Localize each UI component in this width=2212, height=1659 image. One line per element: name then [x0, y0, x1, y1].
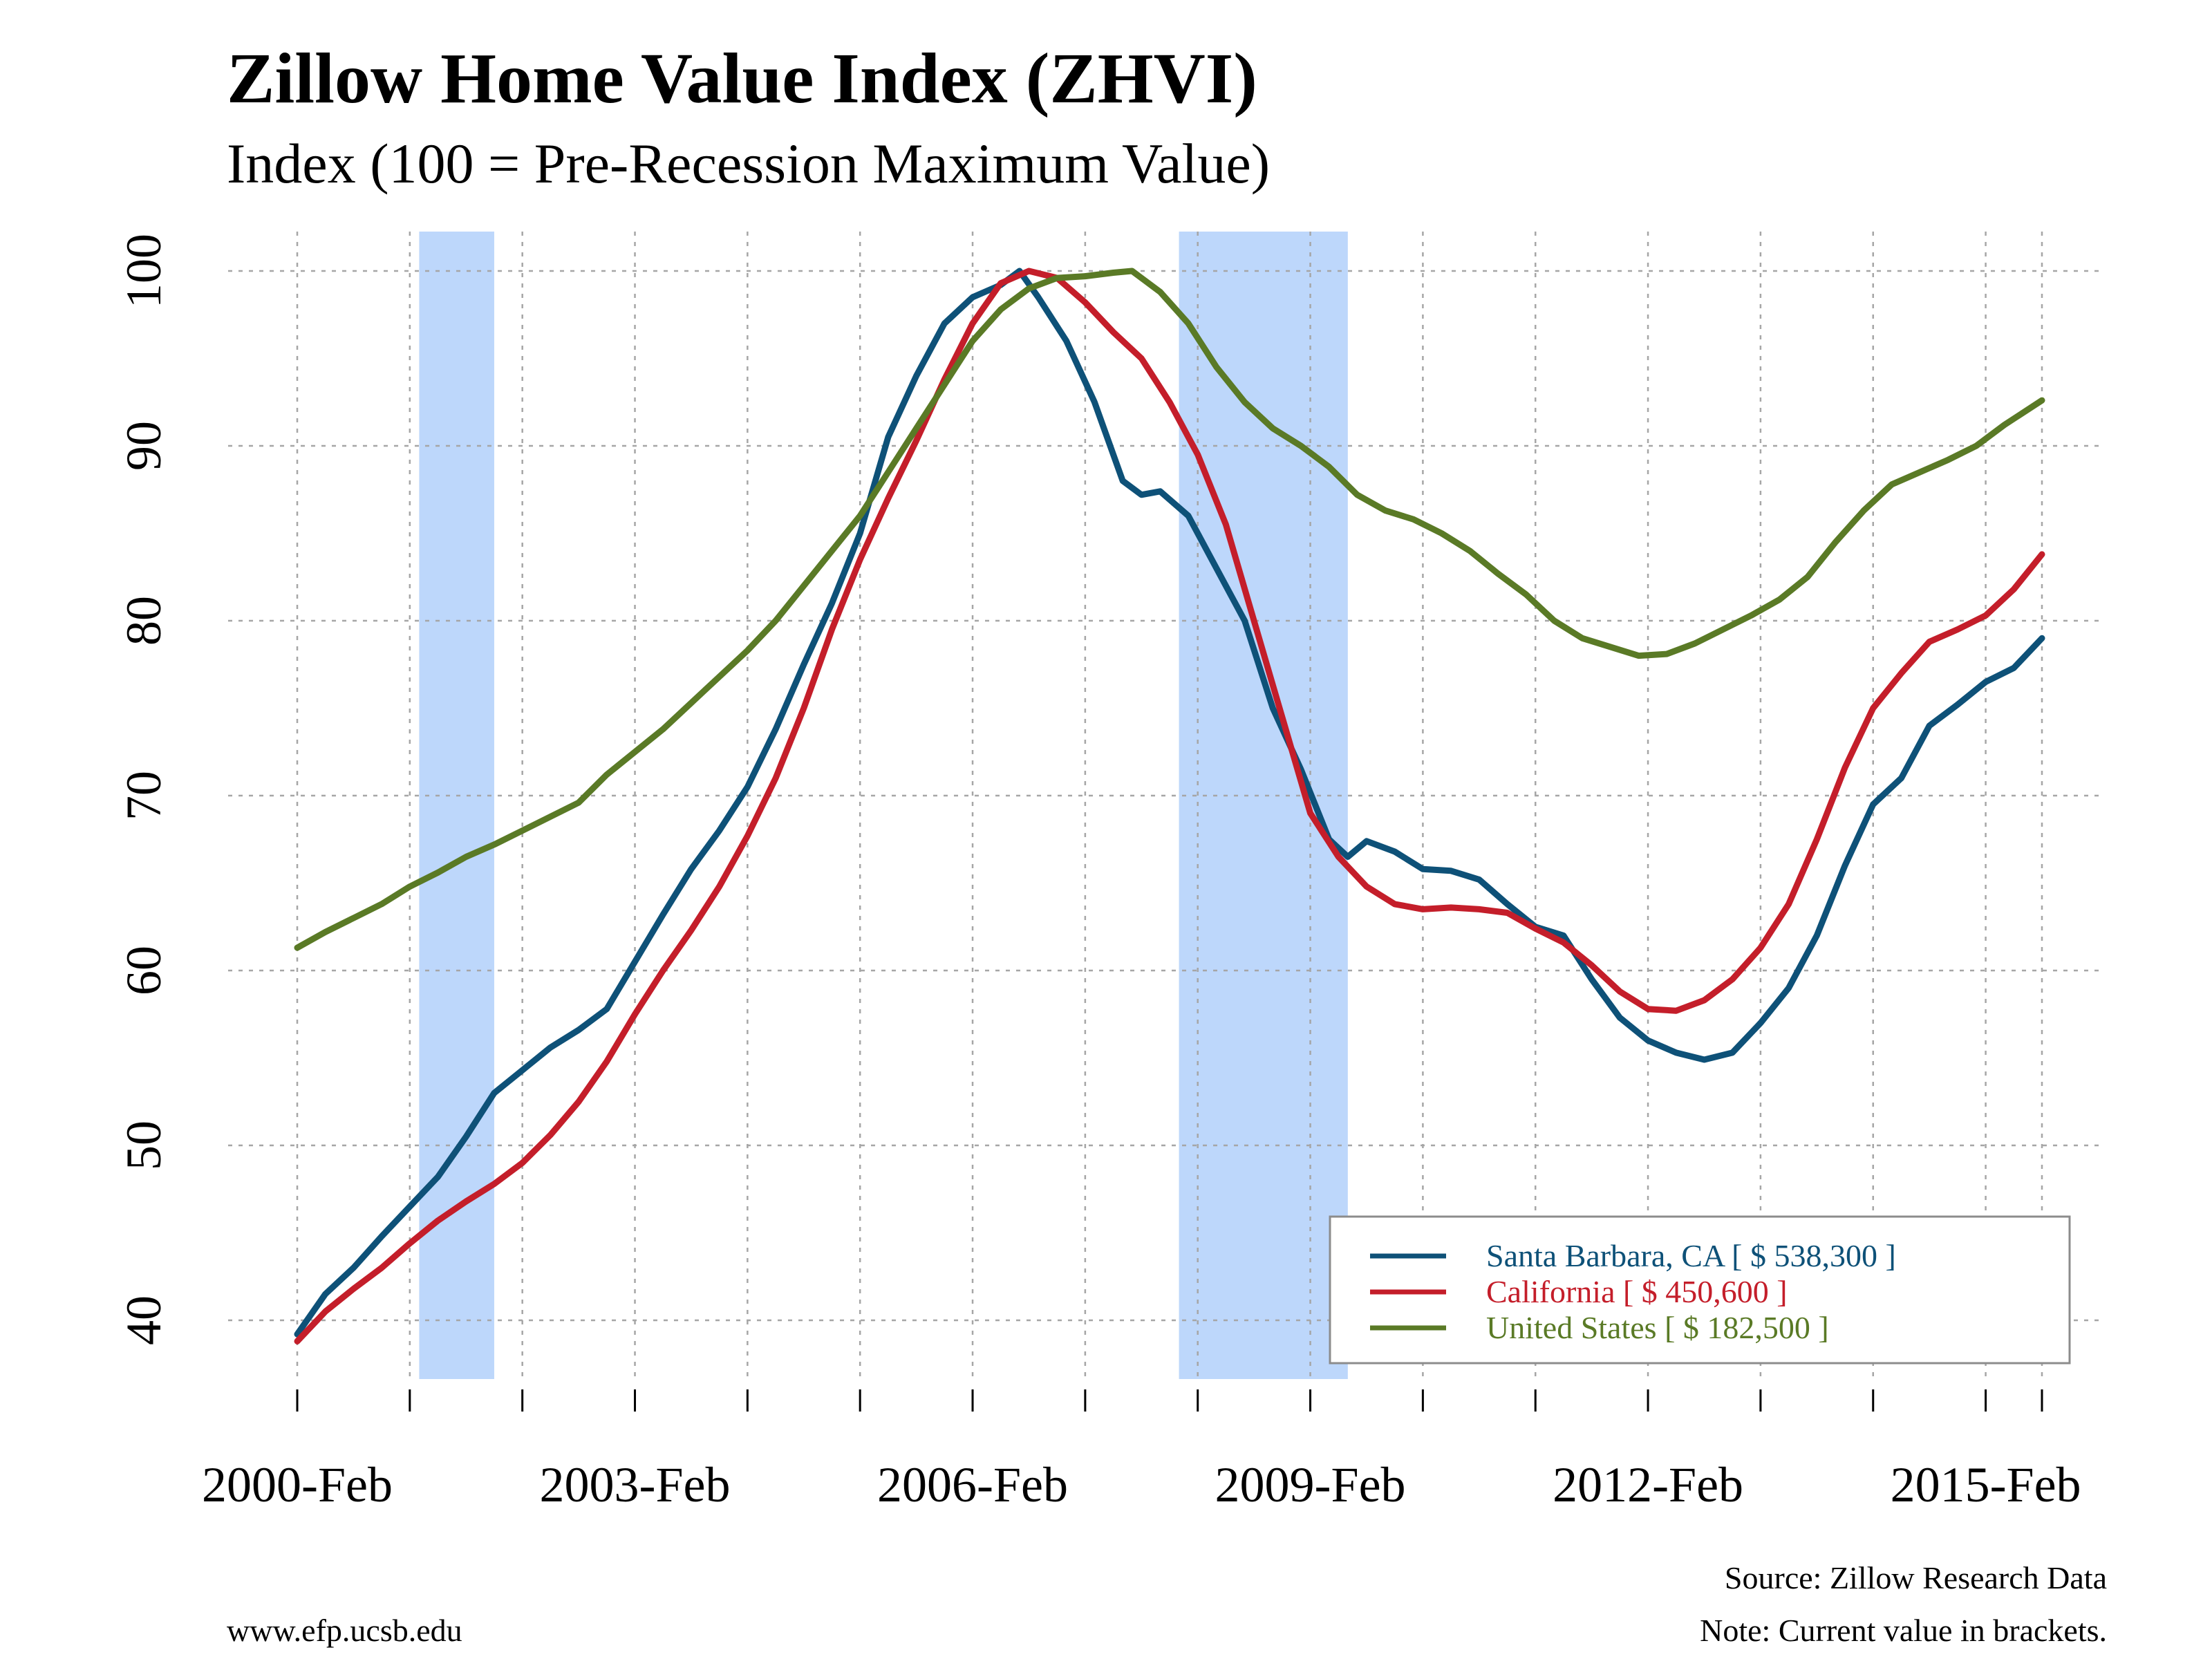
series-line-california	[294, 268, 2045, 1344]
legend-label-santa-barbara: Santa Barbara, CA [ $ 538,300 ]	[1486, 1238, 1896, 1273]
website-note: www.efp.ucsb.edu	[227, 1613, 462, 1648]
x-tick-label: 2000-Feb	[202, 1457, 393, 1512]
x-tick-label: 2006-Feb	[877, 1457, 1068, 1512]
x-tick-label: 2015-Feb	[1891, 1457, 2081, 1512]
y-tick-label: 60	[116, 946, 171, 995]
series-line-united-states	[294, 268, 2045, 951]
series-lines	[294, 268, 2045, 1344]
chart-title: Zillow Home Value Index (ZHVI)	[227, 39, 1257, 118]
y-tick-label: 40	[116, 1295, 171, 1345]
legend-box	[1329, 1215, 2071, 1365]
y-tick-label: 80	[116, 596, 171, 646]
axes: 2000-Feb 2003-Feb 2006-Feb 2009-Feb 2012-Feb…	[116, 234, 2081, 1512]
recession-band-2	[1179, 232, 1348, 1379]
y-tick-label: 70	[116, 771, 171, 821]
legend: Santa Barbara, CA [ $ 538,300 ] Californ…	[1329, 1215, 2071, 1365]
x-tick-label: 2003-Feb	[540, 1457, 731, 1512]
source-note: Source: Zillow Research Data	[1725, 1560, 2107, 1595]
y-tick-label: 90	[116, 421, 171, 471]
y-tick-label: 100	[116, 234, 171, 308]
grid	[228, 232, 2101, 1379]
chart-subtitle: Index (100 = Pre-Recession Maximum Value…	[227, 132, 1270, 195]
y-tick-label: 50	[116, 1121, 171, 1170]
legend-label-california: California [ $ 450,600 ]	[1486, 1274, 1788, 1309]
series-line-santa-barbara	[294, 268, 2045, 1338]
legend-label-united-states: United States [ $ 182,500 ]	[1486, 1310, 1829, 1345]
current-value-note: Note: Current value in brackets.	[1700, 1613, 2107, 1648]
recession-bands	[419, 232, 1348, 1379]
x-tick-label: 2012-Feb	[1553, 1457, 1743, 1512]
x-tick-label: 2009-Feb	[1215, 1457, 1406, 1512]
